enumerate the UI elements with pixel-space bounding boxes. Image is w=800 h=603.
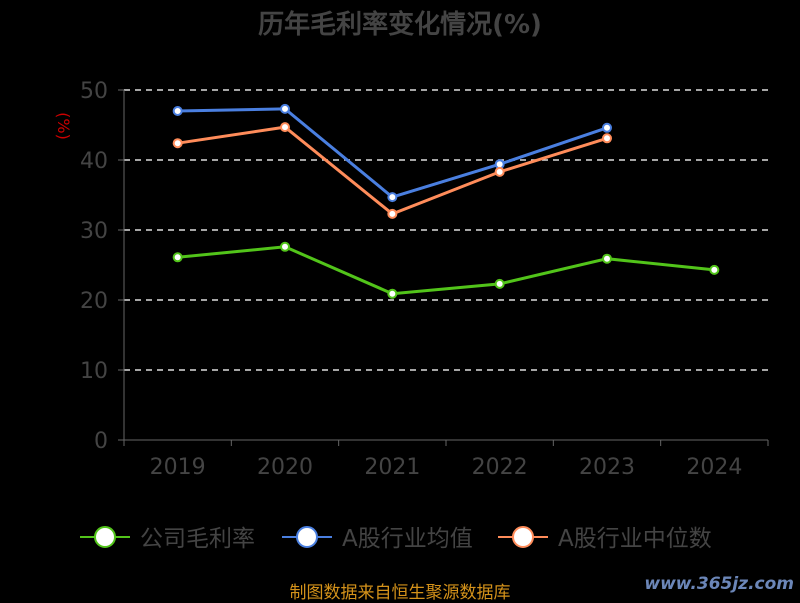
data-source-note: 制图数据来自恒生聚源数据库 [289, 583, 511, 603]
data-point [602, 253, 612, 264]
legend-label: A股行业均值 [342, 526, 473, 552]
x-tick-label: 2020 [257, 455, 313, 480]
y-tick-label: 30 [80, 219, 108, 244]
y-tick-label: 0 [94, 429, 108, 454]
data-point [172, 138, 183, 149]
y-tick-label: 20 [80, 289, 108, 314]
chart-title: 历年毛利率变化情况(%) [258, 10, 542, 40]
data-point [387, 208, 398, 219]
legend-marker [296, 526, 318, 548]
data-point [387, 288, 398, 299]
data-point [172, 252, 183, 263]
data-point [280, 241, 290, 252]
data-point [602, 122, 612, 133]
data-point [494, 278, 505, 289]
y-axis-label: (%) [54, 112, 73, 140]
watermark: www.365jz.com [644, 574, 794, 594]
y-tick-label: 50 [80, 79, 108, 104]
data-point [709, 264, 720, 275]
legend-label: 公司毛利率 [140, 526, 255, 552]
series-line [177, 107, 608, 199]
data-point [280, 103, 290, 114]
x-tick-label: 2021 [364, 455, 420, 480]
y-tick-label: 40 [80, 149, 108, 174]
data-point [602, 133, 612, 144]
x-tick-label: 2019 [150, 455, 206, 480]
legend-marker [512, 526, 534, 548]
legend-label: A股行业中位数 [558, 526, 712, 552]
x-tick-label: 2023 [579, 455, 635, 480]
data-point [280, 122, 290, 133]
data-point [494, 166, 505, 177]
x-tick-label: 2024 [686, 455, 742, 480]
data-point [387, 192, 398, 203]
x-tick-label: 2022 [472, 455, 528, 480]
legend-marker [94, 526, 116, 548]
series-line [177, 245, 715, 296]
y-tick-label: 10 [80, 359, 108, 384]
data-point [172, 106, 183, 116]
